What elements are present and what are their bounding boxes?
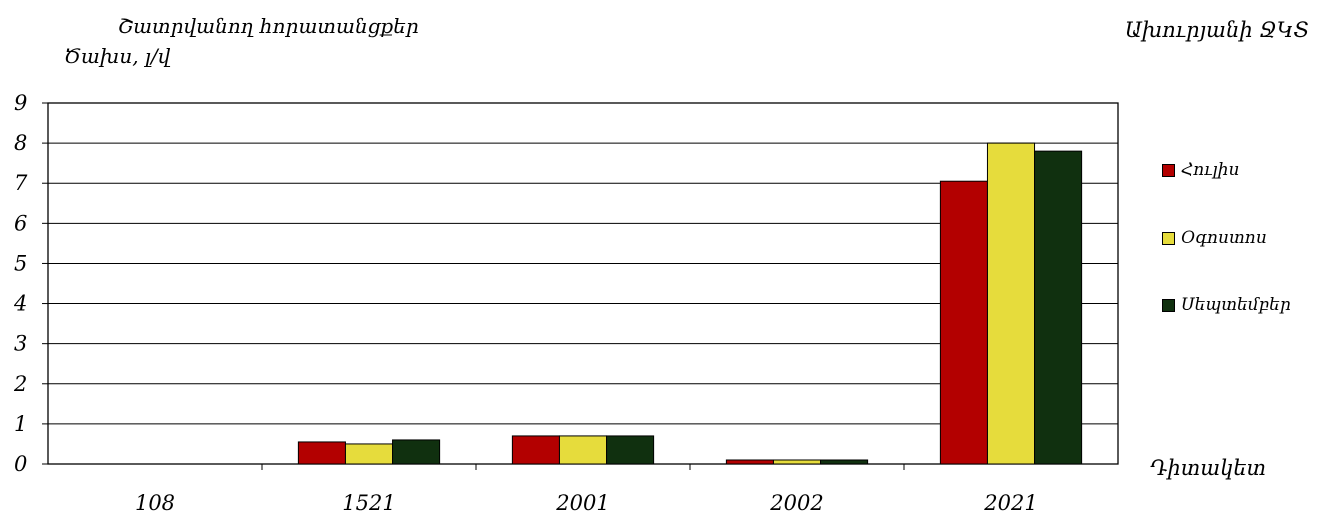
y-tick-label: 8 <box>14 131 27 155</box>
bar-1-1 <box>344 443 394 465</box>
bar-2-2 <box>606 435 655 465</box>
x-tick-label: 2021 <box>983 491 1037 515</box>
bar-2-4 <box>1034 150 1083 465</box>
bar-0-4 <box>939 180 988 465</box>
chart-title: Ախուրյանի ՋԿՏ <box>1124 18 1309 42</box>
y-axis-label: Ծախս, լ/վ <box>64 44 171 68</box>
bar-0-2 <box>511 435 560 465</box>
y-tick-label: 9 <box>14 91 27 115</box>
legend-swatch <box>1162 231 1175 245</box>
legend-swatch <box>1162 163 1175 177</box>
y-tick-label: 3 <box>14 332 27 356</box>
x-tick-label: 2001 <box>555 491 609 515</box>
bar-2-1 <box>392 439 441 465</box>
y-tick-label: 0 <box>14 452 27 476</box>
x-tick-label: 1521 <box>342 491 395 515</box>
y-tick-label: 6 <box>14 211 27 235</box>
x-tick-label: 2002 <box>769 491 823 515</box>
chart-subtitle: Շատրվանող հորատանցքեր <box>118 14 419 38</box>
legend-item: Հուլիս <box>1162 160 1239 180</box>
x-axis-label: Դիտակետ <box>1150 456 1267 480</box>
bar-1-3 <box>772 459 822 465</box>
legend-label: Սեպտեմբեր <box>1181 295 1291 315</box>
x-tick-label: 108 <box>135 491 175 515</box>
legend-swatch <box>1162 298 1175 312</box>
y-tick-label: 1 <box>14 412 27 436</box>
y-tick-label: 7 <box>14 171 28 195</box>
y-tick-label: 2 <box>13 372 27 396</box>
bar-chart: 0 1 2 3 4 5 6 7 8 9 108 1521 2001 2002 2021 <box>13 91 1119 515</box>
bar-0-3 <box>725 459 774 465</box>
y-tick-label: 4 <box>13 292 27 316</box>
bar-1-4 <box>986 142 1036 465</box>
legend-label: Հուլիս <box>1181 160 1240 180</box>
legend-item: Օգոստոս <box>1162 228 1267 248</box>
bar-1-2 <box>558 435 608 465</box>
legend-item: Սեպտեմբեր <box>1162 295 1291 315</box>
bar-0-1 <box>297 441 346 465</box>
bar-2-3 <box>820 459 869 465</box>
y-tick-label: 5 <box>14 251 27 275</box>
legend-label: Օգոստոս <box>1181 228 1267 248</box>
